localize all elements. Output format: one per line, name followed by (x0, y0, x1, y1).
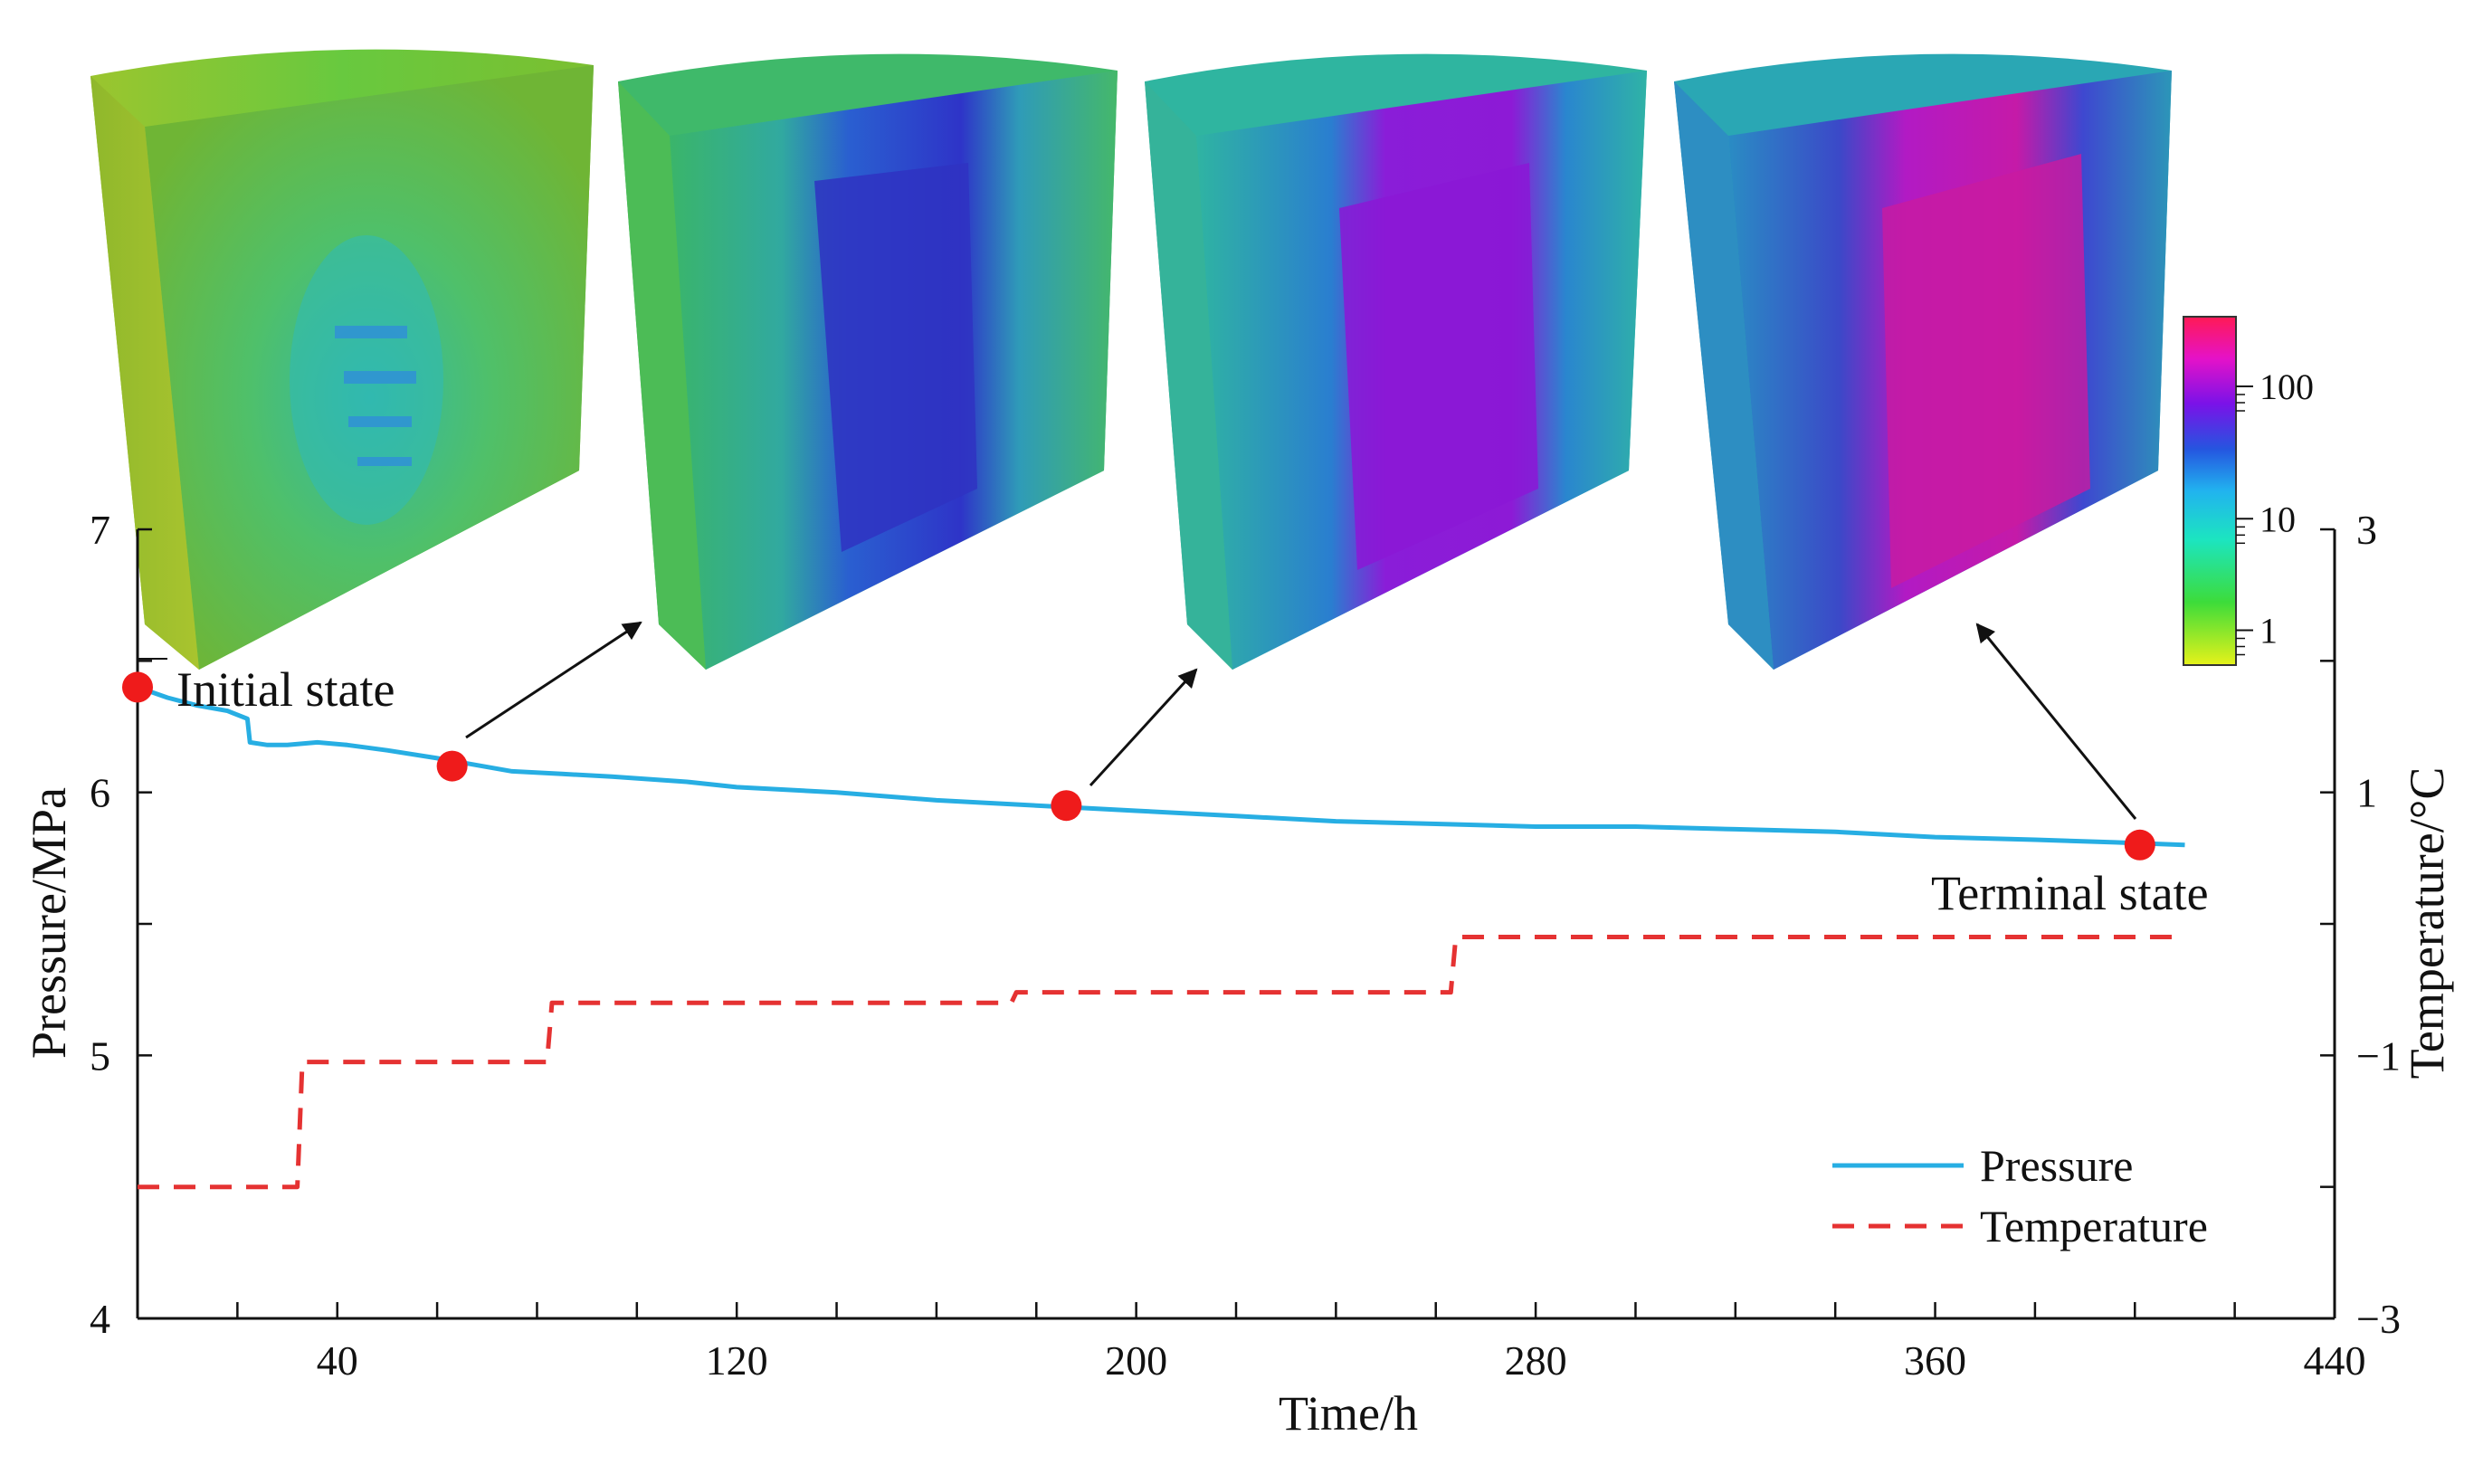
series-line-pressure (137, 685, 2185, 848)
annotation-arrows (137, 621, 2137, 820)
x-tick-label: 200 (1105, 1337, 1167, 1384)
y2-tick-label: −3 (2356, 1296, 2401, 1342)
legend-pressure-label: Pressure (1980, 1140, 2133, 1191)
y2-tick-label: −1 (2356, 1032, 2401, 1079)
initial-bracket (137, 658, 167, 665)
series-line-temperature (138, 935, 2185, 1190)
legend: Pressure Temperature (1832, 1140, 2208, 1251)
y-tick-label: 6 (90, 770, 110, 816)
state-marker-3 (1051, 790, 1082, 822)
state-marker-4 (2124, 829, 2155, 861)
colorbar-tick-label: 10 (2259, 499, 2296, 539)
colorbar: 100 10 1 (2183, 316, 2314, 666)
state-marker-2 (436, 750, 468, 782)
x-tick-label: 40 (317, 1337, 358, 1384)
y2-tick-label: 1 (2356, 770, 2377, 816)
x-tick-label: 120 (706, 1337, 768, 1384)
arrow-to-snapshot-4 (1975, 623, 2137, 820)
reservoir-3d-snapshot-1 (90, 49, 594, 670)
y-tick-label: 5 (90, 1032, 110, 1079)
x-axis-title: Time/h (1279, 1386, 1418, 1441)
y2-tick-label: 3 (2356, 507, 2377, 553)
legend-temperature-label: Temperature (1980, 1201, 2208, 1251)
colorbar-tick-label: 100 (2259, 366, 2314, 407)
y-tick-label: 4 (90, 1296, 110, 1342)
y-tick-label: 7 (90, 507, 110, 553)
reservoir-3d-snapshot-2 (618, 53, 1118, 670)
reservoir-3d-snapshot-4 (1674, 53, 2172, 670)
arrow-to-snapshot-3 (1089, 668, 1198, 787)
colorbar-tick-label: 1 (2259, 611, 2278, 652)
x-tick-label: 440 (2304, 1337, 2366, 1384)
y-axis-title: Pressure/MPa (22, 787, 76, 1059)
terminal-state-label: Terminal state (1931, 866, 2209, 920)
reservoir-3d-snapshot-3 (1145, 53, 1647, 670)
state-marker-1 (122, 671, 153, 703)
initial-state-label: Initial state (176, 662, 395, 717)
y2-axis-title: Temperature/°C (2400, 767, 2454, 1080)
x-tick-label: 360 (1904, 1337, 1966, 1384)
arrow-to-snapshot-2 (465, 621, 642, 739)
x-tick-label: 280 (1505, 1337, 1567, 1384)
